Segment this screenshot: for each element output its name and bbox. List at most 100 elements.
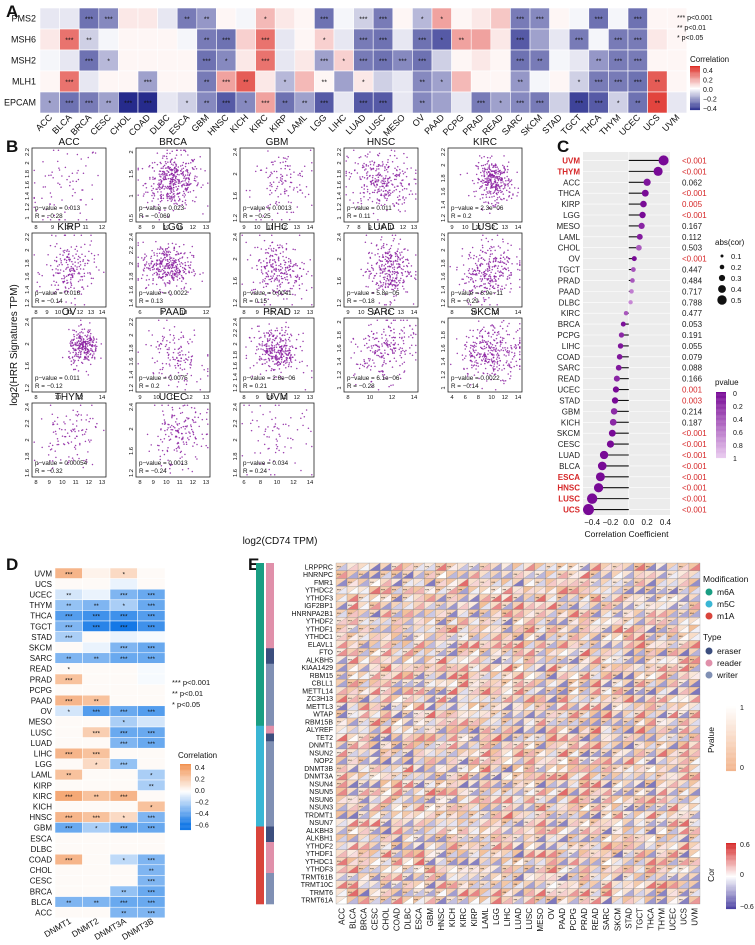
scatter-point: [284, 344, 286, 346]
y-tick: 1.2: [129, 384, 135, 392]
scatter-point: [189, 435, 191, 438]
y-tick: 2: [129, 150, 135, 153]
scatter-point: [307, 193, 310, 196]
scatter-point: [277, 259, 280, 262]
x-tick: 9: [48, 480, 51, 486]
heatmap-cell: [333, 28, 354, 51]
significance-mark: ***: [124, 101, 132, 108]
scatter-point: [164, 174, 166, 176]
x-tick: 8: [138, 225, 141, 231]
scatter-point: [36, 281, 39, 284]
scatter-point: [275, 270, 277, 272]
scatter-point: [161, 199, 163, 202]
scatter-point: [296, 206, 299, 208]
x-tick: 11: [177, 225, 183, 231]
scatter-point: [153, 205, 156, 208]
scatter-point: [161, 172, 164, 175]
scatter-point: [495, 283, 497, 285]
scatter-point: [87, 439, 90, 441]
scatter-point: [84, 349, 87, 351]
scatter-point: [384, 284, 387, 286]
p-value-text: 0.447: [682, 266, 703, 275]
scatter-point: [268, 436, 270, 438]
scatter-point: [166, 449, 169, 452]
scatter-point: [63, 280, 65, 283]
y-tick: 2.2: [129, 318, 135, 326]
scatter-point: [153, 194, 156, 197]
scatter-point: [58, 183, 61, 186]
scatter-point: [84, 264, 86, 267]
scatter-point: [485, 273, 488, 275]
scatter-point: [285, 271, 288, 273]
scatter-point: [94, 344, 97, 346]
panel-c-label: C: [557, 137, 570, 156]
cancer-label: PRAD: [558, 276, 580, 285]
x-tick: 12: [488, 225, 494, 231]
scatter-point: [187, 162, 190, 165]
scatter-point: [199, 155, 201, 158]
scatter-point: [181, 368, 184, 371]
scatter-point: [144, 253, 146, 255]
scatter-point: [64, 249, 66, 252]
scatter-point: [360, 198, 362, 200]
scatter-point: [370, 242, 373, 244]
scatter-point: [398, 348, 400, 351]
scatter-point: [479, 249, 482, 252]
scatter-point: [492, 357, 495, 359]
scatter-point: [485, 181, 487, 184]
significance-mark: **: [204, 80, 210, 87]
scatter-point: [174, 157, 177, 159]
scatter-point: [387, 260, 390, 263]
plot-title: LGG: [162, 222, 183, 233]
scatter-point: [82, 189, 84, 191]
scatter-point: [166, 152, 168, 155]
scatter-point: [161, 268, 163, 271]
scatter-point: [77, 353, 79, 356]
scatter-point: [383, 360, 386, 362]
scatter-point: [275, 268, 278, 270]
scatter-point: [187, 342, 190, 345]
scatter-point: [375, 272, 378, 275]
scatter-point: [495, 171, 497, 174]
scatter-point: [388, 251, 391, 253]
scatter-point: [89, 335, 91, 337]
significance-mark: ***: [65, 38, 73, 45]
scatter-point: [61, 428, 63, 431]
scatter-point: [499, 257, 502, 260]
scatter-point: [171, 277, 173, 279]
scatter-point: [508, 257, 511, 260]
scatter-point: [271, 418, 273, 421]
scatter-point: [360, 350, 362, 352]
scatter-point: [400, 319, 402, 321]
scatter-point: [78, 265, 81, 268]
scatter-point: [519, 263, 521, 266]
x-tick: 10: [462, 225, 468, 231]
legend-title: Correlation: [690, 55, 729, 64]
scatter-point: [255, 352, 257, 355]
scatter-point: [184, 194, 186, 196]
heatmap-cell: [490, 70, 511, 93]
heatmap-cell: [490, 28, 511, 51]
scatter-point: [85, 351, 87, 354]
scatter-point: [480, 164, 483, 167]
scatter-point: [280, 167, 282, 170]
scatter-point: [142, 259, 145, 261]
scatter-point: [188, 351, 190, 353]
scatter-point: [161, 441, 164, 443]
scatter-point: [368, 364, 370, 366]
scatter-point: [153, 192, 155, 195]
scatter-point: [396, 284, 399, 287]
scatter-point: [280, 354, 283, 356]
scatter-point: [374, 349, 377, 352]
scatter-point: [177, 182, 180, 185]
scatter-point: [403, 332, 406, 334]
scatter-point: [173, 260, 175, 263]
scatter-point: [396, 157, 398, 159]
scatter-point: [182, 174, 184, 177]
scatter-point: [483, 326, 485, 329]
heatmap-cell: [431, 91, 452, 114]
scatter-point: [157, 449, 160, 451]
scatter-point: [398, 190, 401, 193]
scatter-point: [497, 349, 499, 351]
scatter-point: [470, 364, 473, 366]
